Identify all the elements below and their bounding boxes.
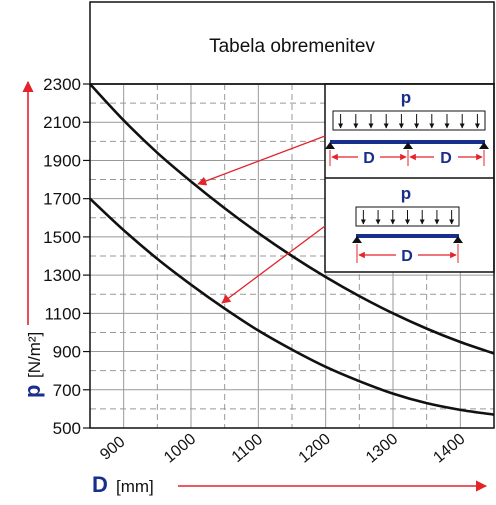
x-tick-label: 1300 [363,431,401,467]
single-span-load-arrows [360,210,455,225]
support-a-icon [352,236,362,243]
y-tick-label: 1900 [43,151,81,170]
x-tick-label: 1100 [229,431,266,466]
y-tick-label: 1500 [43,228,81,247]
x-tick-label: 1000 [161,431,199,467]
plot-frame [89,83,495,429]
series-line-2 [89,197,495,416]
x-axis-unit: [mm] [116,477,154,496]
two-span-load-label: p [401,88,411,107]
y-tick-label: 1300 [43,266,81,285]
dim-label-span2: D [440,150,452,167]
y-tick-label: 1100 [44,304,81,323]
y-tick-label: 2100 [43,113,81,132]
two-span-diagram: p D D [325,88,489,167]
single-span-load-label: p [401,184,411,203]
y-axis-symbol: p [20,385,45,398]
support-left-icon [325,142,335,149]
chart-title: Tabela obremenitev [209,36,375,57]
y-tick-label: 700 [53,381,81,400]
dim-label-span1: D [363,150,375,167]
y-axis-label: p [N/m²] [20,332,45,398]
dim2-label: D [401,248,413,265]
single-span-diagram: p D [352,184,463,265]
x-tick-label: 900 [97,433,128,463]
x-tick-label: 1200 [296,431,334,467]
x-tick-label: 1400 [430,431,468,467]
y-tick-label: 2300 [43,75,81,94]
y-axis-unit: [N/m²] [25,332,44,378]
y-tick-label: 900 [53,343,81,362]
y-tick-label: 1700 [43,190,81,209]
support-middle-icon [403,142,413,149]
y-tick-label: 500 [53,419,81,438]
pointer-arrow-single-span [221,225,326,304]
title-box [89,1,495,85]
support-b-icon [453,236,463,243]
data-series [89,83,495,416]
x-axis-symbol: D [92,472,108,497]
support-right-icon [479,142,489,149]
pointer-arrow-two-span [197,135,326,186]
series-line-1 [89,83,495,355]
x-tick-labels: 900 1000 1100 1200 1300 1400 [97,431,469,467]
y-tick-labels: 500 700 900 1100 1300 1500 1700 1900 2100 2300 [43,75,90,438]
two-span-load-arrows [338,114,480,129]
